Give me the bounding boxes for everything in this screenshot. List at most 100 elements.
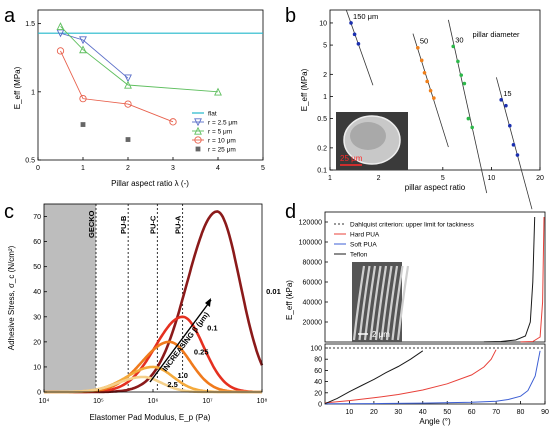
panel-b-ytick-label: 5: [323, 43, 327, 50]
panel-b-ytick-label: 0.5: [317, 116, 327, 123]
panel-c: c GECKO PU-B PU-C PU-A 0.01 0.1 0.25 1.02.5 10…: [4, 201, 281, 422]
panel-a-xtick-label: 5: [261, 165, 265, 172]
panel-b-series-label: 30: [455, 35, 463, 44]
panel-d-xtick-label: 80: [517, 409, 525, 416]
reference-label: PU-A: [174, 215, 183, 234]
gecko-label: GECKO: [87, 210, 96, 238]
panel-a-point: [56, 22, 65, 31]
panel-c-ytick-label: 0: [37, 390, 41, 397]
panel-c-ytick-label: 10: [33, 364, 41, 371]
panel-b-xtick-label: 2: [377, 175, 381, 182]
panel-d-ytick-top-label: 80000: [303, 260, 323, 267]
reference-label: PU-B: [119, 215, 128, 234]
panel-b-point: [356, 42, 361, 46]
panel-d-ytick-bottom-label: 0: [318, 402, 322, 409]
panel-c-ytick-label: 70: [33, 214, 41, 221]
panel-d-xtick-label: 50: [443, 409, 451, 416]
sem-fiber: [396, 265, 410, 341]
panel-a-series-line: [60, 50, 174, 123]
panel-a-point: [56, 47, 65, 55]
panel-c-xlabel: Elastomer Pad Modulus, E_p (Pa): [90, 413, 211, 422]
panel-d-curve-bottom: [324, 349, 497, 404]
sem-pillar-shade: [350, 122, 386, 150]
panel-b-point: [466, 116, 471, 121]
legend-series-label: r = 2.5 μm: [208, 120, 238, 127]
panel-c-letter: c: [4, 201, 14, 223]
legend-flat-label: flat: [208, 111, 217, 118]
panel-c-ytick-label: 50: [33, 264, 41, 271]
panel-a-series-line: [60, 26, 219, 93]
panel-c-xtick-label: 10⁸: [257, 398, 268, 405]
panel-b-series-label: 15: [503, 89, 511, 98]
sem-fiber: [374, 265, 388, 341]
panel-d-ytick-bottom-label: 80: [314, 357, 322, 364]
panel-b-series-label: 150 μm: [353, 12, 378, 21]
panel-d-xtick-label: 60: [468, 409, 476, 416]
panel-b-series-label: 50: [420, 37, 428, 46]
panel-b-fit-line: [447, 19, 488, 194]
panel-d-legend: Dahlquist criterion: upper limit for tac…: [334, 222, 475, 259]
panel-d-xtick-label: 70: [492, 409, 500, 416]
panel-b-plot-area: [329, 9, 541, 171]
panel-b-fit-line: [345, 9, 374, 86]
panel-d-ytick-top-label: 60000: [303, 280, 323, 287]
panel-b-point: [515, 153, 520, 157]
increasing-arrow-head: [205, 298, 211, 307]
panel-d-ytick-bottom-label: 40: [314, 379, 322, 386]
panel-b-ytick-label: 0.1: [317, 168, 327, 175]
panel-a-ytick-label: 1: [31, 89, 35, 96]
panel-b-point: [425, 79, 429, 84]
panel-d-ylabel: E_eff (kPa): [285, 280, 294, 320]
panel-b-letter: b: [285, 5, 296, 27]
panel-b-point: [456, 59, 460, 64]
panel-a-ylabel: E_eff (MPa): [13, 66, 22, 109]
panel-c-xtick-label: 10⁴: [39, 398, 50, 405]
sem-fiber: [352, 265, 366, 341]
panel-d-ytick-bottom-label: 20: [314, 390, 322, 397]
sem-fiber: [391, 265, 404, 341]
panel-d: d 10 20 30 40 50 60 70 80 90 0 20 40 60 80 100 20000 400…: [285, 201, 549, 426]
legend-series-label: r = 10 μm: [208, 138, 236, 145]
panel-a-point: [214, 87, 222, 96]
panel-d-xtick-label: 30: [394, 409, 402, 416]
panel-c-ytick-label: 40: [33, 289, 41, 296]
legend-series-label: Soft PUA: [350, 242, 377, 249]
legend-marker: [195, 146, 201, 152]
panel-a-xtick-label: 1: [81, 165, 85, 172]
panel-c-ytick-label: 20: [33, 339, 41, 346]
panel-d-xtick-label: 90: [541, 409, 549, 416]
panel-b-point: [511, 143, 516, 147]
panel-c-ylabel: Adhesive Stress, σ_c (N/cm²): [7, 245, 16, 350]
panel-d-curve-bottom: [324, 350, 541, 405]
panel-b-point: [451, 44, 456, 49]
panel-a-point: [124, 100, 132, 108]
panel-d-ytick-top-label: 40000: [303, 300, 323, 307]
reference-label: PU-C: [148, 215, 157, 234]
legend-dahlquist-label: Dahlquist criterion: upper limit for tac…: [350, 222, 475, 229]
panel-a-point: [80, 122, 86, 127]
panel-a-point: [79, 36, 87, 45]
panel-a-letter: a: [4, 5, 16, 27]
panel-c-curve-label: 2.5: [167, 380, 177, 389]
panel-b-point: [422, 70, 427, 75]
panel-a-legend: flat r = 2.5 μm r = 5 μm r = 10 μm r = 25 μm: [192, 111, 238, 154]
panel-d-ytick-top-label: 120000: [299, 220, 322, 227]
panel-d-curve-bottom: [324, 350, 424, 405]
panel-b-ytick-label: 1: [323, 94, 327, 101]
panel-d-letter: d: [285, 201, 296, 223]
legend-series-label: r = 25 μm: [208, 147, 236, 154]
panel-d-curve-top: [483, 216, 536, 343]
panel-b-xtick-label: 1: [328, 175, 332, 182]
panel-b-point: [462, 81, 467, 86]
legend-series-label: Teflon: [350, 252, 368, 259]
legend-marker: [194, 136, 202, 144]
panel-a-ytick-label: 1.5: [25, 21, 35, 28]
panel-a-ytick-label: 0.5: [25, 158, 35, 165]
panel-d-xtick-label: 10: [346, 409, 354, 416]
panel-d-xlabel: Angle (°): [419, 417, 451, 426]
panel-a-xtick-label: 0: [36, 165, 40, 172]
panel-b-ytick-label: 2: [323, 72, 327, 79]
panel-c-xtick-label: 10⁷: [202, 398, 213, 405]
panel-b-ylabel: E_eff (MPa): [300, 68, 309, 111]
